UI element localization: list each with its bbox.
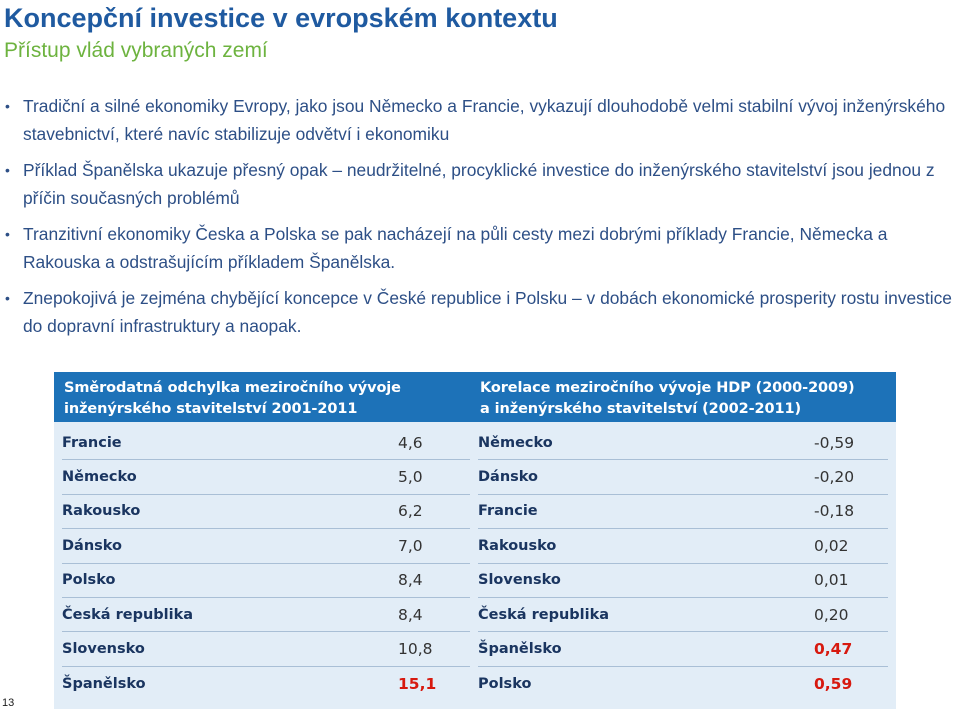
table-row: Polsko 8,4 (62, 564, 472, 598)
country-name: Dánsko (478, 469, 538, 486)
country-name: Slovensko (62, 641, 145, 658)
country-name: Německo (478, 434, 553, 451)
table-correlation-rows: Německo -0,59 Dánsko -0,20 Francie -0,18 Ra… (470, 422, 896, 709)
country-value: 0,20 (814, 605, 849, 624)
table-row: Německo 5,0 (62, 460, 472, 495)
country-name: Španělsko (478, 641, 562, 658)
table-header-line: Korelace meziročního vývoje HDP (2000-20… (480, 380, 855, 396)
table-row: Slovensko 10,8 (62, 632, 472, 667)
bullet-item: Znepokojivá je zejména chybějící koncepc… (4, 284, 956, 340)
table-header-line: a inženýrského stavitelství (2002-2011) (480, 401, 801, 417)
country-value: 0,01 (814, 571, 849, 590)
country-name: Česká republika (62, 606, 194, 623)
country-value: 5,0 (398, 468, 423, 487)
table-volatility: Směrodatná odchylka meziročního vývoje i… (54, 372, 480, 710)
table-row: Německo -0,59 (478, 426, 888, 461)
country-name: Španělsko (62, 675, 146, 692)
country-name: Francie (62, 434, 122, 451)
bullet-item: Tradiční a silné ekonomiky Evropy, jako … (4, 92, 956, 148)
country-name: Německo (62, 469, 137, 486)
country-name: Slovensko (478, 572, 561, 589)
country-value: 0,02 (814, 536, 849, 555)
table-row: Rakousko 6,2 (62, 495, 472, 530)
country-value: 0,59 (814, 674, 853, 693)
table-row: Španělsko 0,47 (478, 632, 888, 667)
country-value: 8,4 (398, 605, 423, 624)
country-value: 4,6 (398, 433, 423, 452)
table-row: Dánsko 7,0 (62, 529, 472, 564)
table-row: Česká republika 0,20 (478, 598, 888, 633)
table-header-line: Směrodatná odchylka meziročního vývoje (64, 380, 401, 396)
country-value: -0,20 (814, 468, 855, 487)
country-name: Rakousko (62, 503, 141, 520)
country-name: Česká republika (478, 606, 610, 623)
bullet-list: Tradiční a silné ekonomiky Evropy, jako … (4, 92, 956, 348)
table-correlation: Korelace meziročního vývoje HDP (2000-20… (470, 372, 896, 710)
bullet-item: Příklad Španělska ukazuje přesný opak – … (4, 156, 956, 212)
table-row: Slovensko 0,01 (478, 564, 888, 598)
table-correlation-header: Korelace meziročního vývoje HDP (2000-20… (470, 372, 896, 422)
page-number: 13 (2, 697, 15, 709)
slide-title: Koncepční investice v evropském kontextu (4, 3, 558, 33)
table-row: Dánsko -0,20 (478, 460, 888, 495)
country-value: 8,4 (398, 571, 423, 590)
country-value: 6,2 (398, 502, 423, 521)
table-volatility-rows: Francie 4,6 Německo 5,0 Rakousko 6,2 Dánsko… (54, 422, 480, 709)
country-value: -0,18 (814, 502, 855, 521)
table-row: Španělsko 15,1 (62, 667, 472, 701)
country-value: 0,47 (814, 640, 853, 659)
table-volatility-header: Směrodatná odchylka meziročního vývoje i… (54, 372, 480, 422)
country-name: Dánsko (62, 537, 122, 554)
table-row: Francie 4,6 (62, 426, 472, 461)
country-value: 10,8 (398, 640, 433, 659)
country-name: Francie (478, 503, 538, 520)
country-value: -0,59 (814, 433, 855, 452)
bullet-item: Tranzitivní ekonomiky Česka a Polska se … (4, 220, 956, 276)
table-row: Česká republika 8,4 (62, 598, 472, 633)
table-row: Polsko 0,59 (478, 667, 888, 701)
slide-subtitle: Přístup vlád vybraných zemí (4, 39, 268, 62)
country-name: Rakousko (478, 537, 557, 554)
table-row: Francie -0,18 (478, 495, 888, 530)
country-name: Polsko (62, 572, 116, 589)
table-header-line: inženýrského stavitelství 2001-2011 (64, 401, 358, 417)
table-row: Rakousko 0,02 (478, 529, 888, 564)
country-value: 15,1 (398, 674, 437, 693)
country-name: Polsko (478, 675, 532, 692)
country-value: 7,0 (398, 536, 423, 555)
